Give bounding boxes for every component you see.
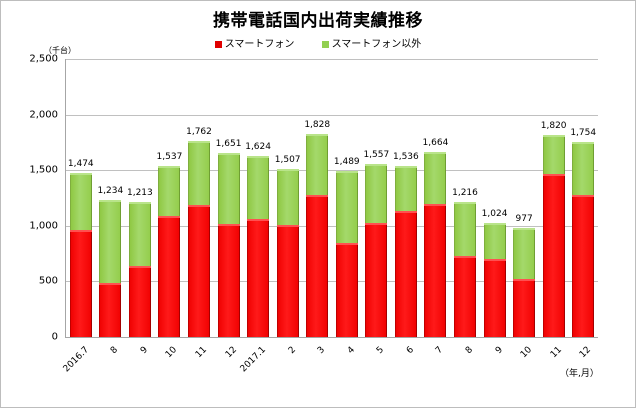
chart-title: 携帯電話国内出荷実績推移 [213,11,423,31]
data-label-total: 1,828 [304,119,331,130]
legend-label: スマートフォン [224,39,295,50]
y-axis-unit: （千台） [44,46,76,55]
bar-segment-non-smartphone [306,133,329,195]
bar-segment-non-smartphone [454,201,476,257]
bar-segment-smartphone [424,204,447,337]
bar-segment-smartphone [158,216,181,337]
bar-17 [572,141,595,337]
data-label-total: 1,537 [156,152,183,163]
y-tick-label: 0 [51,331,58,343]
bar-segment-smartphone [306,195,329,337]
data-label-total: 1,213 [126,188,153,199]
bar-13 [454,201,476,337]
bar-16 [542,134,565,337]
data-label-total: 1,474 [67,159,94,170]
bar-segment-non-smartphone [542,134,565,174]
bar-segment-non-smartphone [128,202,151,266]
data-label-total: 1,489 [333,157,360,168]
bar-6 [247,156,270,337]
data-label-total: 1,651 [215,139,242,150]
bar-3 [158,166,181,337]
bar-10 [365,163,388,337]
bar-segment-smartphone [513,278,536,337]
gridline [66,225,598,227]
y-tick-label: 2,000 [29,109,58,121]
bar-segment-non-smartphone [424,151,447,204]
bar-segment-non-smartphone [276,169,299,226]
bar-2 [128,202,151,337]
bar-segment-non-smartphone [217,153,240,225]
bar-15 [513,228,536,337]
bar-segment-non-smartphone [188,141,210,206]
data-label-total: 1,536 [392,152,419,163]
bar-segment-smartphone [99,282,122,337]
bar-segment-smartphone [188,205,210,337]
bar-segment-smartphone [335,243,358,337]
legend-item-smartphone: スマートフォン [214,35,295,50]
data-label-total: 1,216 [452,187,478,198]
bar-segment-smartphone [542,173,565,337]
legend-swatch-red-icon [214,40,222,48]
bar-segment-non-smartphone [247,156,270,220]
bar-segment-non-smartphone [158,166,181,217]
gridline [66,281,598,283]
legend-item-non-smartphone: スマートフォン以外 [321,35,422,50]
bar-12 [424,151,447,337]
bar-segment-non-smartphone [483,223,506,260]
data-label-total: 1,624 [245,142,271,153]
bar-1 [99,199,122,337]
y-tick-label: 500 [38,275,58,287]
bar-segment-non-smartphone [394,166,417,212]
gridline [66,59,598,60]
bar-11 [394,166,417,337]
gridline [66,114,598,116]
bar-7 [276,169,299,337]
bar-0 [69,173,92,337]
data-label-total: 1,507 [274,155,301,166]
bar-segment-smartphone [128,265,151,337]
bar-segment-non-smartphone [99,199,122,283]
y-tick-label: 2,500 [29,53,58,65]
bar-segment-smartphone [483,259,506,337]
bar-9 [335,171,358,337]
bar-segment-smartphone [454,256,476,337]
x-axis-unit: （年,月） [560,369,599,379]
bar-segment-smartphone [394,211,417,337]
bar-segment-non-smartphone [572,141,595,195]
bar-4 [188,141,210,337]
bar-segment-smartphone [365,223,388,337]
bar-segment-non-smartphone [365,163,388,224]
bar-segment-smartphone [276,225,299,337]
data-label-total: 1,557 [363,149,390,160]
legend-label: スマートフォン以外 [331,39,422,50]
data-label-total: 1,754 [570,127,597,138]
gridline [66,170,598,172]
bar-5 [217,153,240,337]
y-tick-label: 1,500 [29,164,58,176]
bar-segment-non-smartphone [513,228,536,279]
bar-14 [483,223,506,337]
bar-segment-non-smartphone [69,173,92,231]
plot-area: 1,474 1,234 1,213 1,537 1,762 1,651 1,624 1,507… [65,59,598,338]
data-label-total: 977 [515,214,533,225]
data-label-total: 1,024 [481,209,508,220]
bar-segment-smartphone [217,224,240,337]
y-tick-label: 1,000 [29,220,58,232]
data-label-total: 1,820 [540,120,567,131]
data-label-total: 1,234 [97,185,124,196]
legend: スマートフォン スマートフォン以外 [0,35,636,50]
data-label-total: 1,762 [186,127,212,138]
data-label-total: 1,664 [422,137,449,148]
bar-8 [306,133,329,337]
bar-segment-smartphone [247,219,270,337]
bar-segment-non-smartphone [335,171,358,244]
legend-swatch-green-icon [321,40,329,48]
bar-segment-smartphone [572,195,595,337]
bar-segment-smartphone [69,230,92,337]
